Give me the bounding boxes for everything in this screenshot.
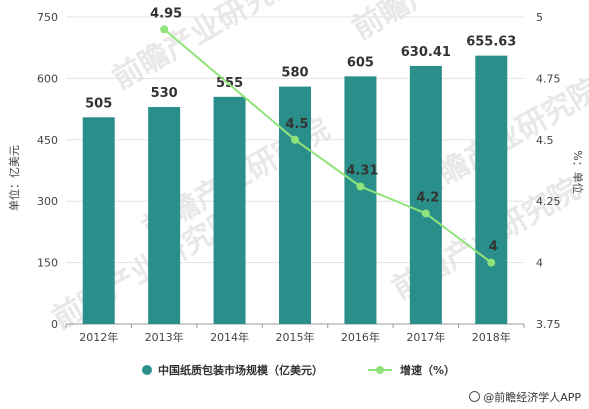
right-axis-ticks: 3.75 4 4.25 4.5 4.75 5	[536, 11, 561, 331]
y2-tick-label: 4	[536, 257, 543, 270]
growth-value-label: 4.2	[416, 190, 439, 205]
watermark-layer: 前瞻产业研究院前瞻产业研究院前瞻产业研究院前瞻产业研究院前瞻产业研究院前瞻产业研…	[47, 0, 589, 337]
bar	[148, 107, 181, 324]
y2-tick-label: 4.5	[536, 134, 554, 147]
y-tick-label: 0	[51, 318, 58, 331]
legend-bar-label: 中国纸质包装市场规模（亿美元）	[158, 363, 323, 377]
bar-value-label: 655.63	[466, 35, 516, 50]
legend-line-label: 增速（%）	[400, 363, 455, 377]
x-axis-ticks: 2012年 2013年 2014年 2015年 2016年 2017年 2018年	[65, 324, 525, 344]
bar-value-label: 630.41	[401, 45, 451, 60]
x-tick-label: 2018年	[472, 330, 511, 344]
growth-point	[421, 209, 430, 218]
y2-tick-label: 3.75	[536, 318, 561, 331]
left-axis-ticks: 0 150 300 450 600 750	[37, 11, 58, 331]
x-tick-label: 2014年	[210, 330, 249, 344]
bar-value-label: 580	[281, 66, 308, 81]
bar-value-label: 605	[347, 55, 374, 70]
y2-tick-label: 4.75	[536, 72, 561, 85]
bar	[279, 86, 311, 324]
y-tick-label: 750	[37, 11, 58, 24]
growth-value-label: 4	[489, 240, 498, 255]
x-tick-label: 2016年	[341, 330, 380, 344]
y-tick-label: 150	[37, 257, 58, 270]
growth-point	[487, 258, 496, 267]
growth-point	[160, 25, 169, 34]
y-tick-label: 450	[37, 134, 58, 147]
y-tick-label: 600	[37, 72, 58, 85]
bar-value-label: 530	[151, 86, 178, 101]
source-credit: @前瞻经济学人APP	[469, 389, 581, 405]
source-logo-icon	[469, 391, 481, 402]
bar-value-label: 505	[85, 96, 112, 111]
x-tick-label: 2017年	[406, 330, 445, 344]
bar	[475, 55, 508, 325]
line-series: 4.95 4.5 4.31 4.2 4	[150, 6, 498, 267]
growth-value-label: 4.5	[285, 117, 308, 132]
x-tick-label: 2015年	[276, 330, 315, 344]
growth-point	[291, 135, 299, 144]
source-text: @前瞻经济学人APP	[483, 391, 581, 404]
x-tick-label: 2013年	[145, 330, 184, 344]
bar	[344, 76, 377, 324]
x-tick-label: 2012年	[79, 330, 118, 344]
growth-value-label: 4.95	[150, 6, 182, 21]
watermark-text: 前瞻产业研究院	[107, 0, 306, 97]
bar	[82, 117, 115, 324]
growth-value-label: 4.31	[346, 163, 378, 178]
legend-line-swatch-dot	[376, 366, 384, 374]
y-axis-title: 单位：亿美元	[7, 145, 21, 211]
y-tick-label: 300	[37, 195, 58, 208]
legend-bar-swatch	[142, 365, 152, 375]
bar	[213, 96, 246, 324]
growth-point	[356, 182, 365, 191]
y2-tick-label: 5	[536, 11, 543, 24]
y2-tick-label: 4.25	[536, 195, 561, 208]
bar	[409, 65, 442, 324]
y2-axis-title: %：单位	[571, 150, 585, 193]
legend: 中国纸质包装市场规模（亿美元） 增速（%）	[142, 363, 455, 377]
